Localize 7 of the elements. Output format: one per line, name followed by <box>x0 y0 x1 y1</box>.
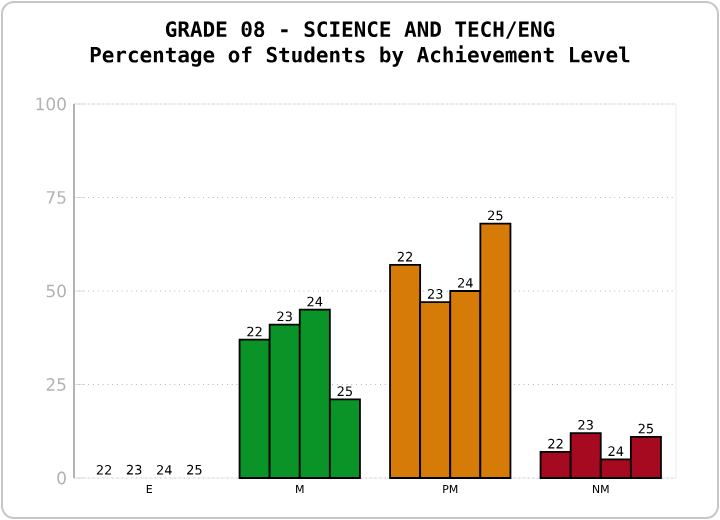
chart-subtitle: Percentage of Students by Achievement Level <box>90 45 630 67</box>
chart-title: GRADE 08 - SCIENCE AND TECH/ENG <box>165 21 555 39</box>
y-tick-label: 0 <box>57 471 66 485</box>
y-tick-label: 25 <box>46 378 66 391</box>
y-tick-label: 50 <box>46 284 66 298</box>
y-tick-label: 100 <box>36 97 66 111</box>
y-tick-label: 75 <box>46 191 66 204</box>
